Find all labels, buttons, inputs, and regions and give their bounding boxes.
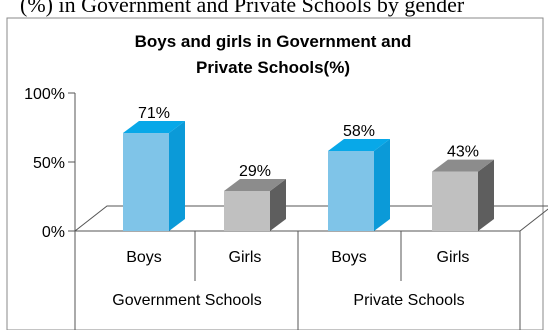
- bars-layer: [123, 121, 494, 231]
- y-tick-label: 0%: [42, 224, 65, 241]
- chart-title-line-2: Private Schools(%): [196, 58, 350, 77]
- bar-side-face[interactable]: [169, 121, 185, 231]
- bar-top-face[interactable]: [224, 178, 286, 191]
- group-label: Private Schools: [353, 292, 464, 309]
- bar-side-face[interactable]: [270, 178, 286, 231]
- bar-front-face[interactable]: [123, 133, 169, 231]
- bar-2[interactable]: [224, 178, 286, 231]
- bar-front-face[interactable]: [432, 171, 478, 231]
- bar-1[interactable]: [123, 121, 185, 231]
- clipped-caption: (%) in Government and Private Schools by…: [20, 0, 465, 17]
- group-label: Government Schools: [112, 292, 261, 309]
- bar-top-face[interactable]: [123, 121, 185, 134]
- category-label: Boys: [126, 249, 162, 266]
- data-label: 71%: [138, 105, 170, 122]
- bar-front-face[interactable]: [224, 190, 270, 231]
- data-label: 29%: [239, 163, 271, 180]
- chart-title-line-1: Boys and girls in Government and: [135, 32, 412, 51]
- bar-side-face[interactable]: [374, 138, 390, 231]
- data-label: 58%: [343, 123, 375, 140]
- bar-top-face[interactable]: [432, 159, 494, 172]
- labels-layer: 0% 50% 100% 71% Boys 29% Girls 58% Boys 43% Girls G…: [24, 86, 479, 309]
- bar-top-face[interactable]: [328, 138, 390, 151]
- y-tick-label: 100%: [24, 86, 65, 103]
- y-tick-label: 50%: [33, 155, 65, 172]
- bar-side-face[interactable]: [478, 159, 494, 231]
- data-label: 43%: [447, 144, 479, 161]
- bar-4[interactable]: [432, 159, 494, 231]
- category-label: Girls: [437, 249, 470, 266]
- category-label: Girls: [229, 249, 262, 266]
- bar-3[interactable]: [328, 138, 390, 231]
- bar-front-face[interactable]: [328, 150, 374, 231]
- category-label: Boys: [331, 249, 367, 266]
